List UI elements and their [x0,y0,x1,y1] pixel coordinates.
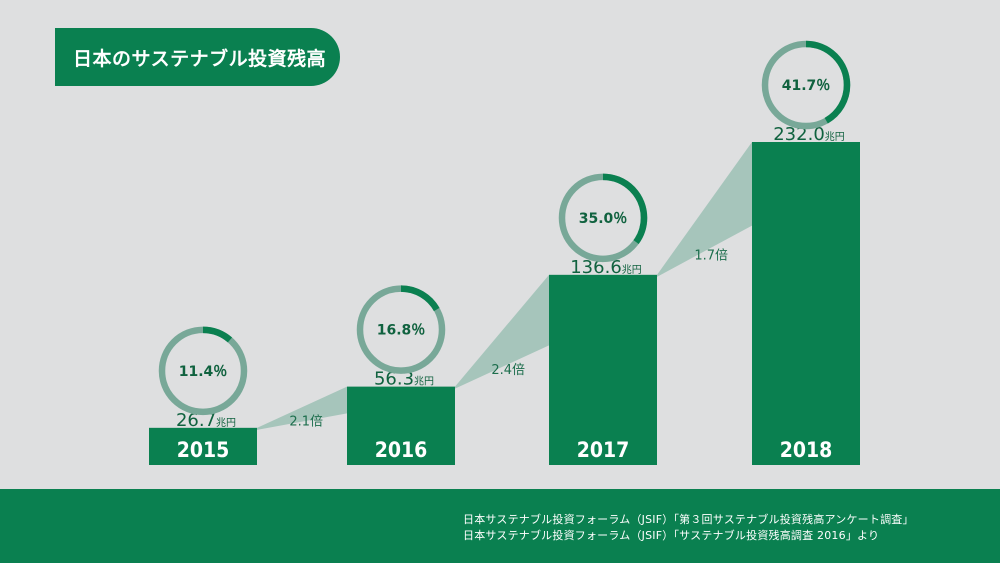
growth-label: 1.7倍 [694,248,728,263]
share-ring-fill [558,173,648,263]
share-label: 41.7％ [782,78,831,94]
data-label: 26.7兆円 [176,410,236,431]
x-tick-label: 2016 [375,438,428,462]
data-label: 56.3兆円 [374,369,434,390]
share-label: 11.4％ [179,364,228,380]
share-ring-fill [761,40,851,130]
growth-connector [657,142,752,277]
bar [549,274,657,465]
growth-connector [455,274,549,389]
bar-chart: 2.1倍 2.4倍 1.7倍 2015 26.7兆円 11.4％ 2016 56.3兆円 16.… [149,40,860,465]
bar [347,386,455,465]
x-tick-label: 2015 [177,438,230,462]
bar [752,142,860,465]
bar [149,427,257,465]
growth-label: 2.4倍 [491,363,525,378]
page-title: 日本のサステナブル投資残高 [55,28,340,86]
share-label: 16.8％ [377,323,426,339]
x-tick-label: 2017 [577,438,630,462]
data-label: 232.0兆円 [773,124,845,145]
data-label: 136.6兆円 [570,257,642,278]
source-note-2: 日本サステナブル投資フォーラム（JSIF）「サステナブル投資残高調査 2016」… [463,529,880,542]
source-note-1: 日本サステナブル投資フォーラム（JSIF）「第３回サステナブル投資残高アンケート… [463,513,914,526]
footer-band: 日本サステナブル投資フォーラム（JSIF）「第３回サステナブル投資残高アンケート… [0,489,1000,563]
share-ring-fill [158,326,248,416]
share-label: 35.0％ [579,211,628,227]
growth-connector [257,386,347,430]
growth-label: 2.1倍 [289,414,323,429]
x-tick-label: 2018 [780,438,833,462]
share-ring-fill [356,285,446,374]
